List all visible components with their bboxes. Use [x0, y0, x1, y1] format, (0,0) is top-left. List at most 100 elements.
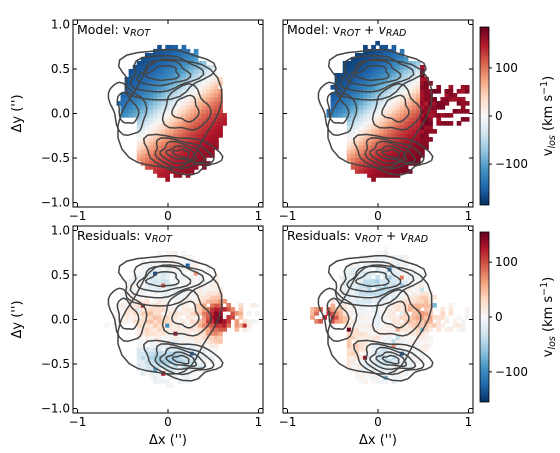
map-pixel: [379, 319, 385, 324]
map-pixel: [197, 311, 203, 316]
map-pixel: [149, 270, 154, 276]
map-pixel: [444, 93, 450, 98]
map-pixel: [169, 72, 175, 78]
map-pixel: [387, 145, 393, 150]
map-pixel: [206, 105, 211, 110]
contour-line: [371, 288, 422, 337]
map-pixel: [395, 85, 401, 90]
map-pixel: [424, 141, 429, 146]
map-pixel: [391, 105, 397, 110]
map-pixel: [416, 319, 421, 324]
map-pixel: [346, 363, 352, 368]
map-pixel: [169, 347, 175, 352]
map-pixel: [350, 363, 356, 368]
map-pixel: [153, 335, 158, 340]
map-pixel: [210, 85, 215, 90]
map-pixel: [157, 149, 162, 154]
map-pixel: [169, 169, 175, 174]
map-pixel: [153, 319, 158, 324]
map-pixel: [395, 375, 401, 380]
map-pixel: [185, 339, 191, 344]
map-pixel: [420, 97, 425, 102]
map-pixel: [185, 161, 191, 166]
map-pixel: [226, 303, 232, 308]
map-pixel: [354, 266, 360, 272]
map-pixel: [359, 113, 364, 118]
map-pixel: [153, 291, 158, 296]
contour-line: [143, 133, 224, 176]
map-pixel: [363, 129, 368, 134]
map-pixel: [330, 97, 336, 102]
map-pixel: [169, 270, 175, 276]
map-pixel: [354, 60, 360, 66]
map-pixel: [132, 299, 138, 304]
map-pixel: [411, 60, 417, 66]
x-tick-label: 0: [164, 415, 172, 429]
map-pixel: [338, 113, 344, 118]
map-pixel: [350, 262, 356, 268]
map-pixel: [165, 105, 170, 110]
map-pixel: [210, 137, 215, 142]
map-pixel: [383, 129, 389, 134]
map-pixel: [157, 141, 162, 146]
map-pixel: [371, 145, 376, 150]
map-pixel: [350, 60, 356, 66]
map-pixel: [391, 375, 397, 380]
map-pixel: [379, 278, 385, 284]
map-pixel: [363, 363, 368, 368]
map-pixel: [375, 343, 380, 348]
map-pixel: [416, 291, 421, 296]
map-pixel: [354, 282, 360, 288]
map-pixel: [153, 68, 158, 74]
map-pixel: [411, 295, 417, 300]
map-pixel: [420, 303, 425, 308]
map-pixel: [124, 303, 130, 308]
map-pixel: [420, 286, 425, 292]
map-pixel: [391, 299, 397, 304]
map-pixel: [140, 125, 146, 130]
map-pixel: [424, 343, 429, 348]
map-pixel: [363, 113, 368, 118]
map-pixel: [350, 145, 356, 150]
map-pixel: [359, 347, 364, 352]
map-pixel: [193, 48, 199, 54]
map-pixel: [161, 355, 166, 360]
map-pixel: [153, 161, 158, 166]
map-pixel: [165, 68, 170, 74]
map-pixel: [157, 48, 162, 54]
map-pixel: [464, 311, 470, 316]
map-pixel: [363, 307, 368, 312]
map-pixel: [391, 165, 397, 170]
map-pixel: [403, 141, 409, 146]
map-pixel: [218, 295, 223, 300]
map-pixel: [354, 101, 360, 106]
map-pixel: [193, 133, 199, 138]
map-pixel: [416, 359, 421, 364]
map-pixel: [375, 169, 380, 174]
map-pixel: [346, 331, 352, 336]
map-pixel: [334, 311, 340, 316]
map-pixel: [391, 379, 397, 384]
map-pixel: [153, 56, 158, 62]
map-pixel: [189, 262, 195, 268]
map-pixel: [411, 274, 417, 280]
map-pixel: [210, 76, 215, 82]
map-pixel: [350, 335, 356, 340]
map-pixel: [342, 101, 348, 106]
map-pixel: [181, 129, 187, 134]
map-pixel: [363, 371, 368, 376]
map-pixel: [464, 315, 470, 320]
map-pixel: [165, 383, 170, 388]
map-pixel: [314, 311, 319, 316]
map-pixel: [144, 291, 150, 296]
map-pixel: [201, 355, 207, 360]
map-pixel: [140, 347, 146, 352]
map-pixel: [342, 282, 348, 288]
map-pixel: [363, 141, 368, 146]
map-pixel: [112, 315, 118, 320]
map-pixel: [375, 311, 380, 316]
map-pixel: [169, 363, 175, 368]
map-pixel: [403, 335, 409, 340]
map-pixel: [448, 307, 454, 312]
map-pixel: [342, 113, 348, 118]
